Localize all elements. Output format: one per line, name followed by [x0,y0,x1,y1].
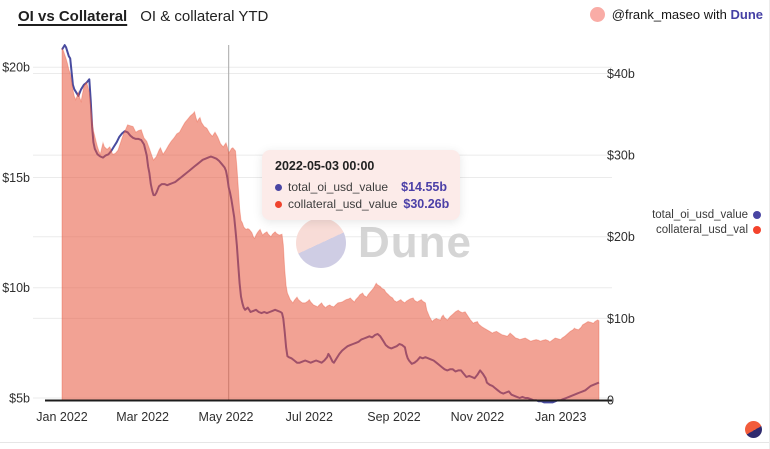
chart-subtitle: OI & collateral YTD [140,8,269,25]
axis-tick-label: $20b [2,61,30,75]
series-dot-icon [275,200,282,208]
axis-tick-label: 0 [607,394,614,408]
author-avatar [589,7,605,22]
chart-title-link[interactable]: OI vs Collateral [18,8,128,25]
axis-tick-label: $10b [2,281,30,295]
legend-label: total_oi_usd_value [652,209,748,221]
dune-logo-icon[interactable] [745,421,762,438]
tooltip-date: 2022-05-03 00:00 [275,159,375,173]
byline-connector: with [703,7,727,22]
series-dot-icon [275,183,282,191]
legend-label: collateral_usd_val [655,224,748,236]
series-dot-icon [753,211,761,219]
header: OI vs Collateral OI & collateral YTD [18,8,268,25]
byline-text: @frank_maseo with Dune [612,7,763,22]
axis-tick-label: $10b [607,312,635,326]
axis-tick-label: Jul 2022 [286,410,333,424]
tooltip-row: collateral_usd_value $30.26b [275,197,450,211]
axis-tick-label: $15b [2,171,30,185]
axis-tick-label: $20b [607,230,635,244]
axis-tick-label: Nov 2022 [451,410,505,424]
legend-item-total-oi[interactable]: total_oi_usd_value [652,209,761,221]
axis-tick-label: Sep 2022 [367,410,421,424]
axis-tick-label: Mar 2022 [116,410,169,424]
tooltip-row: total_oi_usd_value $14.55b [275,180,447,194]
divider [0,442,769,443]
axis-tick-label: $30b [607,149,635,163]
author-handle[interactable]: @frank_maseo [611,7,701,22]
area-collateral [61,47,600,401]
axis-tick-label: $5b [9,392,30,406]
axis-tick-label: May 2022 [199,410,254,424]
tooltip-series-label: total_oi_usd_value [288,180,389,194]
series-dot-icon [753,226,761,234]
dune-link[interactable]: Dune [730,7,764,22]
axis-tick-label: Jan 2022 [36,410,87,424]
chart-tooltip: 2022-05-03 00:00 total_oi_usd_value $14.… [262,150,460,220]
tooltip-series-value: $14.55b [401,180,447,194]
tooltip-series-label: collateral_usd_value [288,197,398,211]
author-byline[interactable]: @frank_maseo with Dune [589,7,763,22]
legend-item-collateral[interactable]: collateral_usd_val [656,224,761,236]
axis-tick-label: $40b [607,67,635,81]
tooltip-series-value: $30.26b [403,197,450,211]
legend: total_oi_usd_value collateral_usd_val [652,209,761,236]
axis-tick-label: Jan 2023 [535,410,586,424]
